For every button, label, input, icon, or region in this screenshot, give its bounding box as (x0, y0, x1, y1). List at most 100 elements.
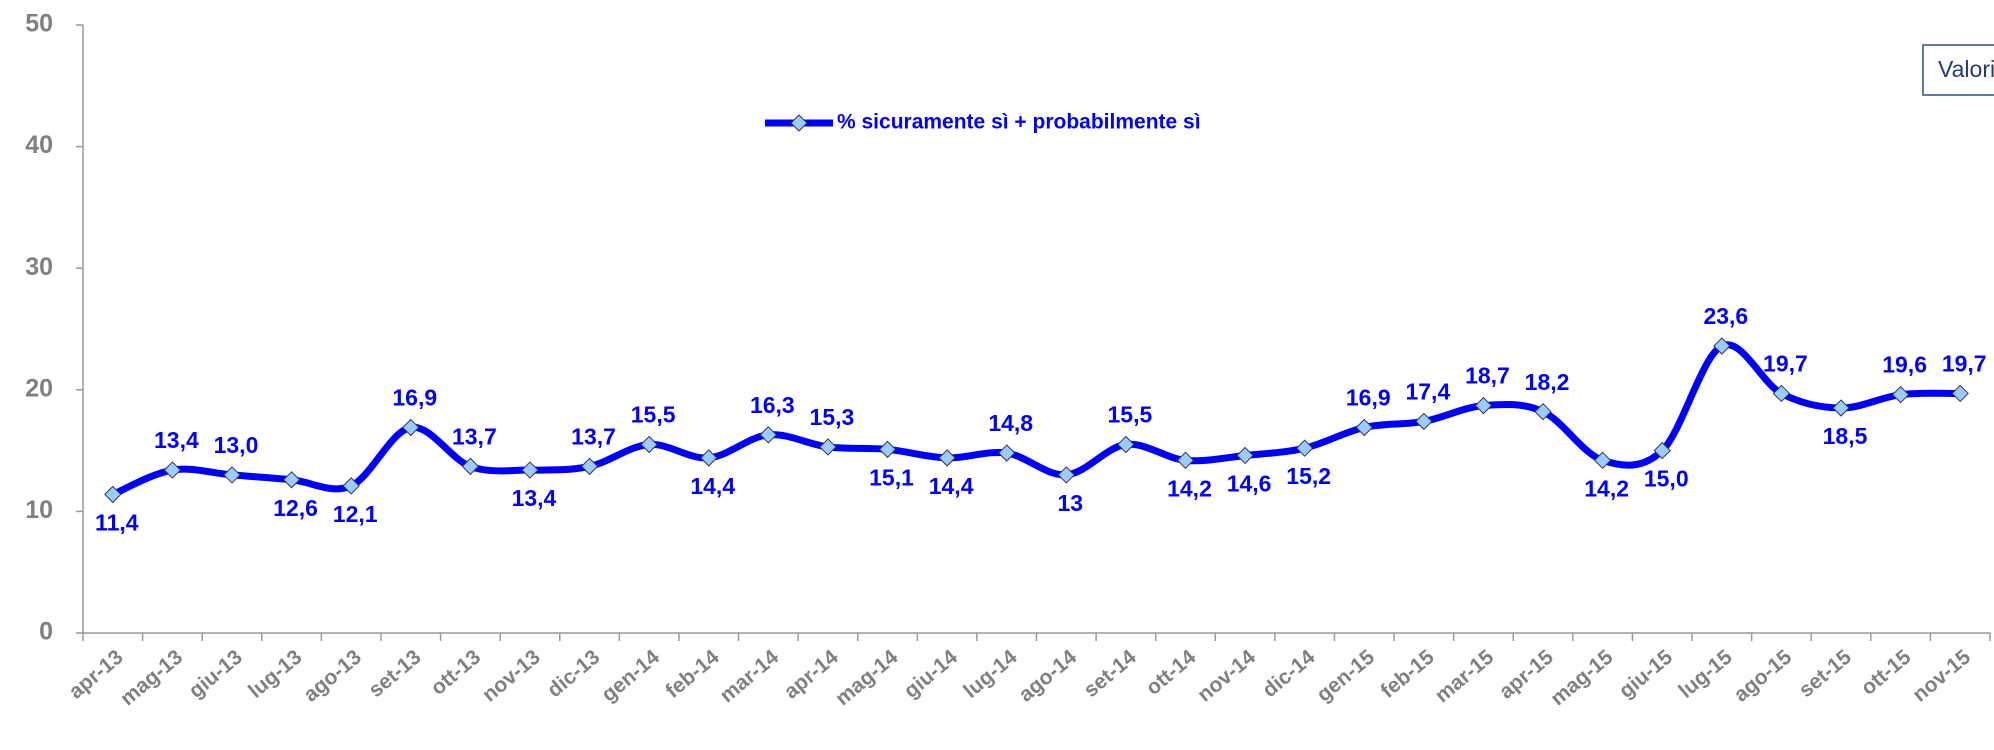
data-label: 14,6 (1227, 471, 1272, 497)
x-tick-label: set-14 (1079, 645, 1141, 702)
marker (1951, 384, 1969, 403)
data-label: 13,7 (571, 423, 616, 449)
x-tick-label: lug-14 (959, 645, 1021, 703)
x-tick-label: dic-14 (1258, 645, 1320, 702)
data-label: 13,4 (512, 485, 557, 511)
marker (1653, 441, 1671, 460)
marker (163, 461, 182, 479)
marker (819, 438, 837, 456)
data-label: 14,8 (988, 410, 1033, 436)
marker (759, 426, 778, 444)
data-label: 16,9 (1346, 385, 1391, 411)
y-tick-label: 10 (25, 496, 53, 524)
marker (640, 435, 658, 454)
legend-marker (790, 114, 808, 132)
x-tick-label: giu-14 (900, 645, 962, 703)
x-tick-label: giu-13 (185, 645, 247, 702)
data-label: 12,6 (273, 495, 318, 521)
marker (997, 444, 1016, 462)
x-tick-label: ago-14 (1014, 645, 1081, 706)
x-tick-label: lug-15 (1674, 645, 1736, 703)
marker (700, 449, 718, 467)
y-tick-label: 20 (25, 374, 53, 402)
data-label: 14,4 (690, 473, 735, 499)
data-label: 12,1 (333, 501, 378, 527)
data-label: 18,7 (1465, 363, 1510, 389)
marker (1593, 451, 1612, 470)
x-tick-label: ott-13 (427, 645, 486, 699)
x-tick-label: giu-15 (1615, 645, 1677, 703)
x-tick-label: mag-13 (116, 645, 187, 710)
data-label: 13 (1058, 490, 1084, 516)
x-tick-label: mag-15 (1546, 645, 1617, 710)
y-tick-label: 50 (25, 10, 53, 38)
legend-label: % sicuramente sì + probabilmente sì (837, 111, 1201, 134)
marker (1236, 446, 1254, 465)
x-tick-label: set-15 (1795, 645, 1857, 702)
marker (104, 485, 122, 504)
data-label: 11,4 (95, 509, 139, 535)
marker (1713, 337, 1731, 355)
data-label: 17,4 (1405, 378, 1450, 404)
data-label: 18,2 (1525, 369, 1570, 395)
data-label: 19,7 (1763, 351, 1808, 377)
y-tick-label: 30 (25, 253, 53, 281)
x-tick-label: feb-14 (661, 645, 723, 703)
data-label: 15,3 (810, 404, 855, 430)
data-label: 13,4 (154, 427, 199, 453)
annotation-box (1922, 44, 1994, 96)
x-tick-label: gen-14 (597, 645, 664, 706)
y-tick-label: 40 (25, 131, 53, 159)
x-tick-label: ott-15 (1857, 645, 1916, 700)
marker (878, 440, 897, 459)
x-tick-label: nov-14 (1193, 645, 1260, 706)
marker (1057, 466, 1076, 484)
marker (282, 471, 301, 489)
marker (580, 457, 599, 476)
data-label: 13,0 (214, 432, 259, 458)
x-tick-label: gen-15 (1312, 645, 1379, 706)
data-label: 19,7 (1942, 351, 1987, 377)
x-tick-label: mag-14 (831, 645, 902, 710)
marker (521, 461, 539, 479)
data-label: 18,5 (1823, 423, 1868, 449)
data-label: 15,5 (631, 402, 676, 428)
x-tick-label: feb-15 (1376, 645, 1438, 703)
data-label: 14,4 (929, 473, 974, 499)
marker (1832, 399, 1850, 417)
marker (342, 477, 360, 495)
data-label: 16,9 (392, 385, 437, 411)
data-label: 23,6 (1703, 303, 1748, 329)
marker (1295, 439, 1314, 457)
y-tick-label: 0 (39, 618, 53, 646)
marker (1415, 412, 1433, 431)
marker (1117, 435, 1135, 454)
marker (461, 457, 480, 476)
data-label: 15,1 (869, 464, 914, 490)
marker (1534, 402, 1552, 421)
marker (1772, 384, 1791, 403)
data-label: 13,7 (452, 423, 497, 449)
marker (1474, 396, 1493, 415)
data-label: 16,3 (750, 392, 795, 418)
x-tick-label: mar-14 (716, 645, 784, 707)
data-label: 15,2 (1286, 463, 1331, 489)
x-tick-label: dic-13 (543, 645, 604, 702)
x-tick-label: set-13 (364, 645, 425, 702)
data-label: 14,2 (1167, 475, 1212, 501)
annotation: Valori (1938, 56, 1994, 82)
x-tick-label: nov-13 (478, 645, 545, 706)
marker (1355, 418, 1373, 437)
data-label: 19,6 (1882, 352, 1927, 378)
marker (1176, 451, 1195, 470)
data-label: 15,5 (1108, 402, 1153, 428)
x-tick-label: lug-13 (244, 645, 306, 702)
data-label: 14,2 (1584, 475, 1629, 501)
x-tick-label: ago-13 (299, 645, 366, 706)
marker (938, 449, 956, 467)
data-label: 15,0 (1644, 466, 1689, 492)
x-tick-label: nov-15 (1908, 645, 1975, 706)
x-tick-label: ago-15 (1730, 645, 1797, 706)
marker (223, 466, 241, 484)
